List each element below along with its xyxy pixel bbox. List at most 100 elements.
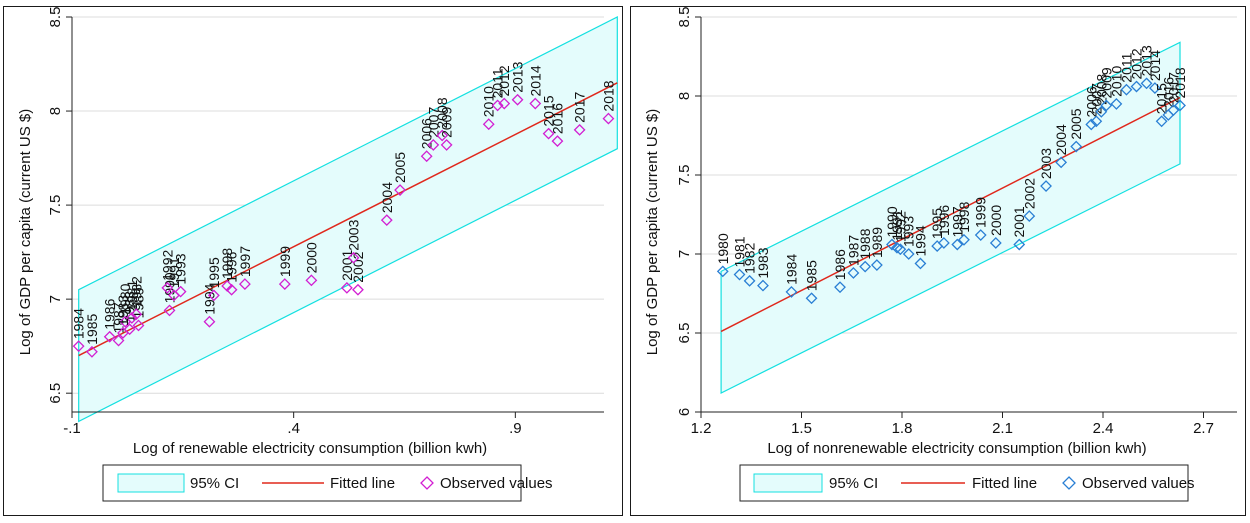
left-point-1987 <box>112 334 125 347</box>
right-point-1980 <box>716 265 729 278</box>
legend-ci-swatch <box>117 473 185 493</box>
right-point-label-2012: 2012 <box>1129 48 1145 79</box>
right-point-2009 <box>1100 99 1113 112</box>
left-x-tick-label-0: -.1 <box>63 420 81 437</box>
left-point-label-2000: 2000 <box>303 242 319 273</box>
right-point-label-1980: 1980 <box>715 233 731 264</box>
right-point-1991 <box>891 241 903 254</box>
left-point-label-1986: 1986 <box>102 298 118 329</box>
right-point-label-2010: 2010 <box>1108 66 1124 97</box>
left-point-1995 <box>207 289 220 302</box>
left-point-label-1987: 1987 <box>111 302 127 333</box>
left-point-2001 <box>340 281 353 294</box>
right-point-2010 <box>1110 97 1123 110</box>
left-point-2002 <box>352 283 364 296</box>
right-point-label-2008: 2008 <box>1093 73 1109 104</box>
legend-fit-label: Fitted line <box>330 475 395 492</box>
right-point-label-1999: 1999 <box>973 197 989 228</box>
left-point-2005 <box>394 184 406 196</box>
left-point-label-1980: 1980 <box>117 283 133 314</box>
right-point-label-2001: 2001 <box>1011 206 1027 237</box>
right-point-2018 <box>1174 99 1186 112</box>
left-point-label-1996: 1996 <box>224 251 240 282</box>
right-point-label-2013: 2013 <box>1139 45 1155 76</box>
left-point-1996 <box>225 283 238 296</box>
right-point-label-1982: 1982 <box>742 243 758 274</box>
right-x-tick-label-0: 1.2 <box>691 420 712 437</box>
left-point-1988 <box>123 323 136 336</box>
left-point-label-2017: 2017 <box>572 91 588 122</box>
right-point-1987 <box>847 267 860 279</box>
right-y-tick-label-5: 8.5 <box>676 7 693 27</box>
left-legend: 95% CI Fitted line Observed values <box>102 464 553 502</box>
right-point-label-2005: 2005 <box>1068 108 1084 139</box>
left-point-1985 <box>86 345 98 358</box>
right-point-label-2015: 2015 <box>1154 83 1170 114</box>
left-chart-panel: 1984 1985 1986 1987 1988 1989 1980 1981 1982 1983… <box>3 6 623 516</box>
right-point-label-2003: 2003 <box>1038 148 1054 179</box>
left-point-label-2013: 2013 <box>510 61 526 92</box>
left-point-2012 <box>498 97 511 110</box>
left-y-tick-label-0: 6.5 <box>47 383 64 404</box>
right-y-axis-title: Log of GDP per capita (current US $) <box>644 109 661 356</box>
right-point-label-2002: 2002 <box>1021 178 1037 209</box>
right-point-2002 <box>1023 210 1036 222</box>
right-x-axis-title: Log of nonrenewable electricity consumpt… <box>767 440 1146 457</box>
left-point-label-2018: 2018 <box>600 80 616 111</box>
left-point-2016 <box>551 135 564 148</box>
left-point-label-2007: 2007 <box>425 107 441 138</box>
right-point-label-1983: 1983 <box>755 247 771 278</box>
right-x-tick-label-3: 2.1 <box>992 420 1013 437</box>
right-point-1996 <box>937 237 950 249</box>
left-point-label-2016: 2016 <box>549 103 565 134</box>
left-point-label-1983: 1983 <box>115 295 131 326</box>
right-point-2013 <box>1140 77 1153 90</box>
right-y-tick-label-4: 8 <box>676 92 693 100</box>
right-x-tick-label-1: 1.5 <box>791 420 812 437</box>
left-point-1989 <box>132 319 145 332</box>
left-point-1981 <box>125 312 138 324</box>
right-point-label-1988: 1988 <box>857 228 873 259</box>
legend-marker-swatch <box>1062 476 1076 490</box>
left-point-1993 <box>174 285 187 298</box>
right-point-label-2007: 2007 <box>1088 83 1104 114</box>
left-point-2003 <box>347 251 360 264</box>
left-point-label-1981: 1981 <box>124 280 140 311</box>
right-point-label-1987: 1987 <box>845 235 861 266</box>
right-chart-panel: 1980 1981 1982 1983 1984 1985 1986 1987 1988 1989… <box>630 6 1246 516</box>
legend-fit-label: Fitted line <box>972 475 1037 492</box>
left-x-tick-label-2: .9 <box>509 420 522 437</box>
right-point-2014 <box>1149 82 1161 95</box>
left-point-label-2005: 2005 <box>392 152 408 183</box>
right-point-2017 <box>1167 104 1180 117</box>
left-point-2008 <box>436 129 449 142</box>
left-point-1994 <box>203 315 216 328</box>
left-point-1999 <box>278 278 291 291</box>
right-x-tick-label-2: 1.8 <box>892 420 913 437</box>
left-point-1984 <box>72 340 85 353</box>
right-y-tick-label-2: 7 <box>676 250 693 258</box>
right-point-label-2016: 2016 <box>1160 77 1176 108</box>
left-x-axis-title: Log of renewable electricity consumption… <box>133 440 487 457</box>
right-point-label-1994: 1994 <box>912 225 928 256</box>
left-fitted-line <box>78 82 618 357</box>
right-point-1993 <box>902 248 915 260</box>
left-point-1997 <box>238 278 251 291</box>
left-point-label-1995: 1995 <box>206 257 222 288</box>
right-point-2012 <box>1130 80 1143 93</box>
right-point-label-2004: 2004 <box>1053 124 1069 155</box>
right-point-2015 <box>1155 115 1168 128</box>
right-point-label-2014: 2014 <box>1147 50 1163 81</box>
right-point-2008 <box>1095 105 1108 118</box>
left-point-2007 <box>427 138 440 151</box>
left-point-label-1998: 1998 <box>219 248 235 279</box>
right-point-1985 <box>805 292 818 305</box>
right-point-1982 <box>743 274 756 287</box>
left-point-label-1982: 1982 <box>128 276 144 307</box>
right-point-label-1996: 1996 <box>936 205 952 236</box>
left-point-label-1991: 1991 <box>166 257 182 288</box>
left-point-label-1990: 1990 <box>162 272 178 303</box>
right-point-1983 <box>757 279 769 292</box>
